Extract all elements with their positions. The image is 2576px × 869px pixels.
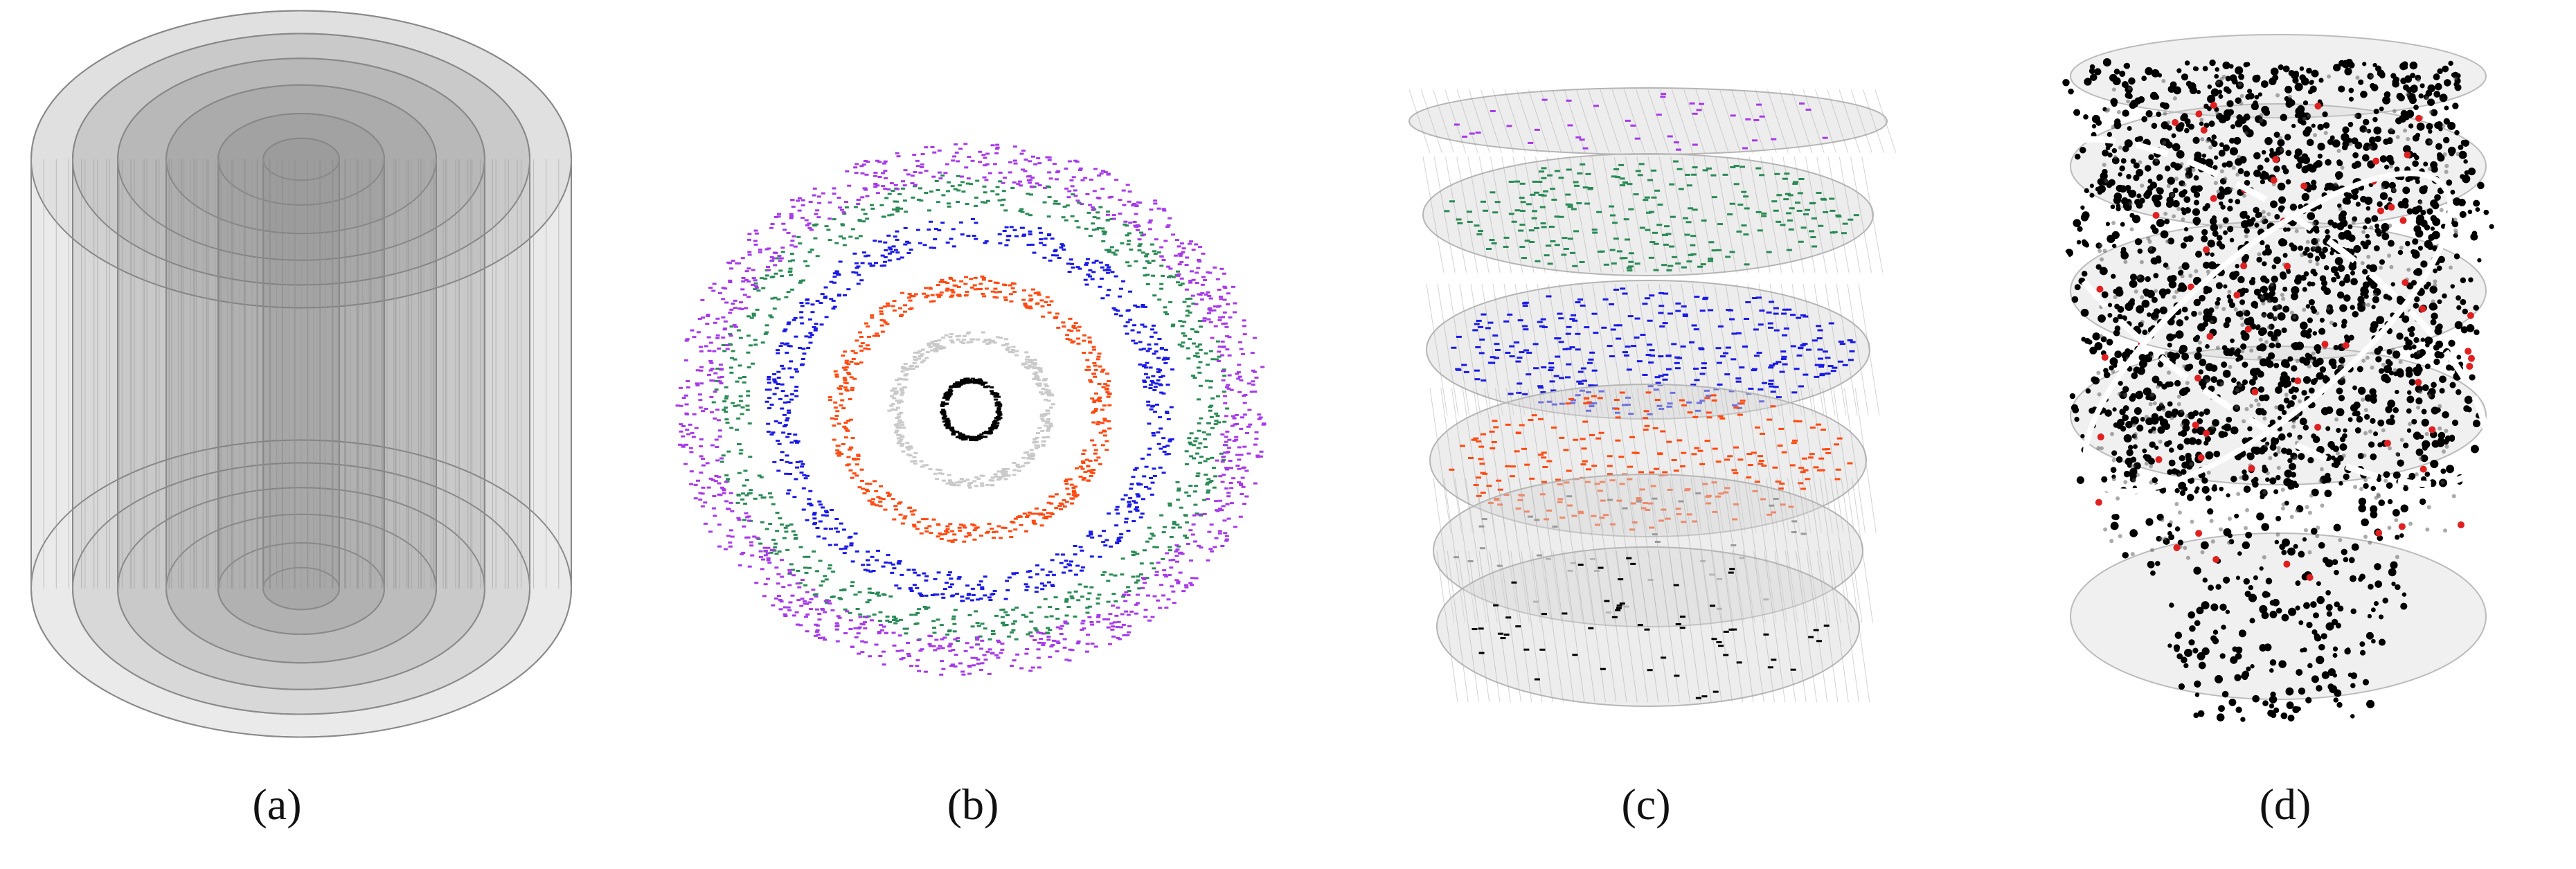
point-ring bbox=[764, 217, 1175, 602]
cylinder-shell bbox=[262, 137, 340, 611]
panel-c-stacked-layers bbox=[1408, 87, 1897, 707]
point-ring bbox=[675, 143, 1267, 676]
panel-c-caption: (c) bbox=[1621, 780, 1671, 829]
point-ring bbox=[940, 377, 1003, 442]
point-ring bbox=[887, 331, 1055, 489]
layer-disk bbox=[1436, 546, 1870, 707]
layer-disk bbox=[1408, 87, 1897, 155]
panel-d-point-cloud bbox=[2032, 34, 2494, 722]
solid-outline bbox=[2082, 170, 2453, 494]
panel-d-caption: (d) bbox=[2259, 780, 2311, 829]
layer-disk bbox=[1429, 384, 1877, 537]
panel-a-caption: (a) bbox=[252, 780, 302, 829]
layer-disk bbox=[1433, 474, 1873, 627]
panel-b-caption: (b) bbox=[947, 780, 999, 829]
layer-disk bbox=[1422, 153, 1884, 276]
point-ring bbox=[828, 275, 1112, 543]
dashed-outline bbox=[2032, 136, 2489, 487]
panel-b-colored-rings-top-view bbox=[675, 143, 1267, 676]
panel-a-nested-cylinders bbox=[30, 10, 572, 738]
point-ring bbox=[711, 174, 1230, 646]
